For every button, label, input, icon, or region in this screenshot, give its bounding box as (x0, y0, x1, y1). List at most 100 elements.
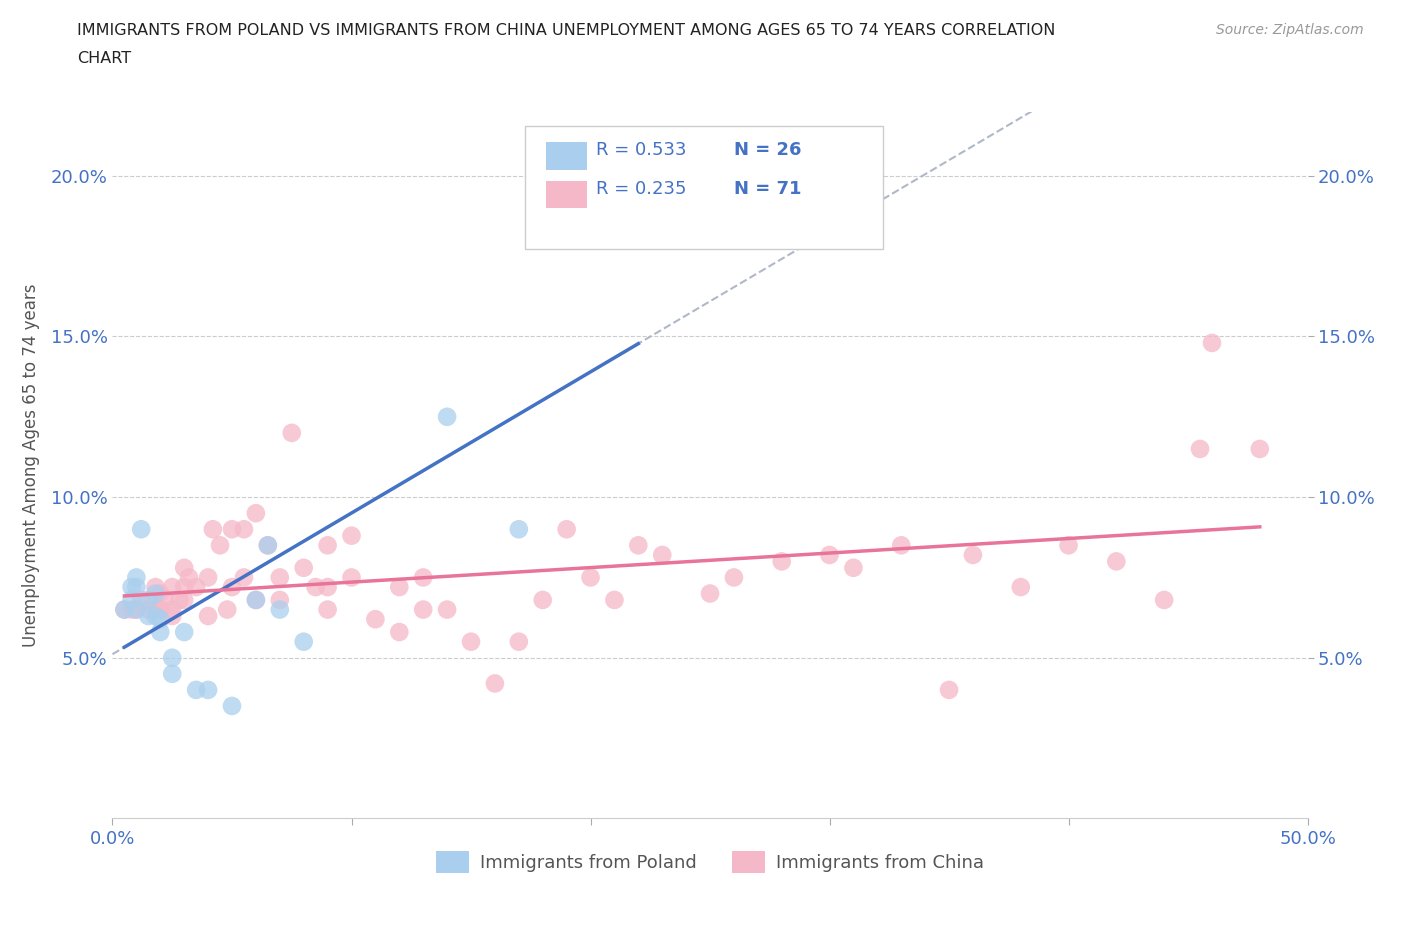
Point (412, 570, 434, 585)
Point (818, 548, 841, 563)
Point (412, 602, 434, 617)
Point (149, 586, 172, 601)
Point (153, 592, 176, 607)
Point (938, 683, 960, 698)
Point (531, 592, 554, 607)
Point (281, 425, 304, 440)
Point (162, 608, 183, 623)
Point (201, 522, 224, 537)
Point (221, 522, 243, 537)
Point (340, 570, 363, 585)
Y-axis label: Unemployment Among Ages 65 to 74 years: Unemployment Among Ages 65 to 74 years (21, 284, 39, 646)
Point (162, 650, 183, 665)
Point (245, 592, 267, 607)
Point (145, 579, 167, 594)
Point (436, 602, 458, 617)
Point (125, 579, 148, 594)
Point (555, 522, 578, 537)
Point (173, 592, 195, 607)
Point (197, 683, 219, 698)
Point (1201, 336, 1223, 351)
Point (245, 506, 267, 521)
Point (173, 561, 195, 576)
Point (460, 634, 482, 649)
Point (305, 579, 328, 594)
Text: Source: ZipAtlas.com: Source: ZipAtlas.com (1216, 23, 1364, 37)
Point (186, 579, 208, 594)
Text: N = 71: N = 71 (734, 180, 801, 198)
Point (699, 586, 721, 601)
Point (121, 592, 143, 607)
Point (145, 586, 167, 601)
Point (221, 698, 243, 713)
FancyBboxPatch shape (524, 126, 883, 249)
Point (269, 570, 291, 585)
Point (627, 538, 650, 552)
Point (245, 592, 267, 607)
FancyBboxPatch shape (547, 180, 586, 208)
Point (149, 602, 172, 617)
Point (1249, 442, 1271, 457)
Point (169, 592, 191, 607)
Point (138, 608, 160, 623)
Point (197, 608, 219, 623)
Point (138, 602, 160, 617)
Point (292, 561, 315, 576)
Point (1105, 554, 1128, 569)
Point (603, 592, 626, 607)
Point (149, 612, 172, 627)
Point (121, 579, 143, 594)
Point (173, 625, 195, 640)
Point (145, 608, 167, 623)
Point (842, 561, 865, 576)
Point (1189, 442, 1212, 457)
Point (177, 570, 200, 585)
Point (484, 676, 506, 691)
Point (162, 579, 183, 594)
Point (257, 538, 280, 552)
Point (125, 602, 148, 617)
Point (233, 522, 256, 537)
Legend: Immigrants from Poland, Immigrants from China: Immigrants from Poland, Immigrants from … (429, 844, 991, 880)
Point (221, 579, 243, 594)
Text: R = 0.235: R = 0.235 (596, 180, 688, 198)
Text: IMMIGRANTS FROM POLAND VS IMMIGRANTS FROM CHINA UNEMPLOYMENT AMONG AGES 65 TO 74: IMMIGRANTS FROM POLAND VS IMMIGRANTS FRO… (77, 23, 1056, 38)
Point (1057, 538, 1080, 552)
Point (651, 548, 673, 563)
Point (316, 538, 339, 552)
Point (125, 570, 148, 585)
Point (388, 625, 411, 640)
Point (890, 538, 912, 552)
Point (340, 528, 363, 543)
Point (316, 602, 339, 617)
Point (162, 667, 183, 682)
Point (1153, 592, 1175, 607)
Point (436, 409, 458, 424)
Point (292, 634, 315, 649)
Point (723, 570, 745, 585)
Point (138, 592, 160, 607)
Point (508, 522, 530, 537)
Point (209, 538, 232, 552)
Point (269, 602, 291, 617)
Point (129, 592, 152, 607)
Point (269, 592, 291, 607)
Point (162, 602, 183, 617)
Point (962, 548, 984, 563)
Point (579, 570, 602, 585)
Point (233, 570, 256, 585)
Point (257, 538, 280, 552)
Point (197, 570, 219, 585)
FancyBboxPatch shape (547, 142, 586, 169)
Point (114, 602, 135, 617)
Point (1010, 579, 1032, 594)
Text: R = 0.533: R = 0.533 (596, 141, 688, 159)
Point (217, 602, 239, 617)
Point (770, 554, 793, 569)
Point (129, 522, 152, 537)
Point (173, 579, 195, 594)
Text: N = 26: N = 26 (734, 141, 801, 159)
Point (186, 683, 208, 698)
Point (114, 602, 135, 617)
Text: CHART: CHART (77, 51, 131, 66)
